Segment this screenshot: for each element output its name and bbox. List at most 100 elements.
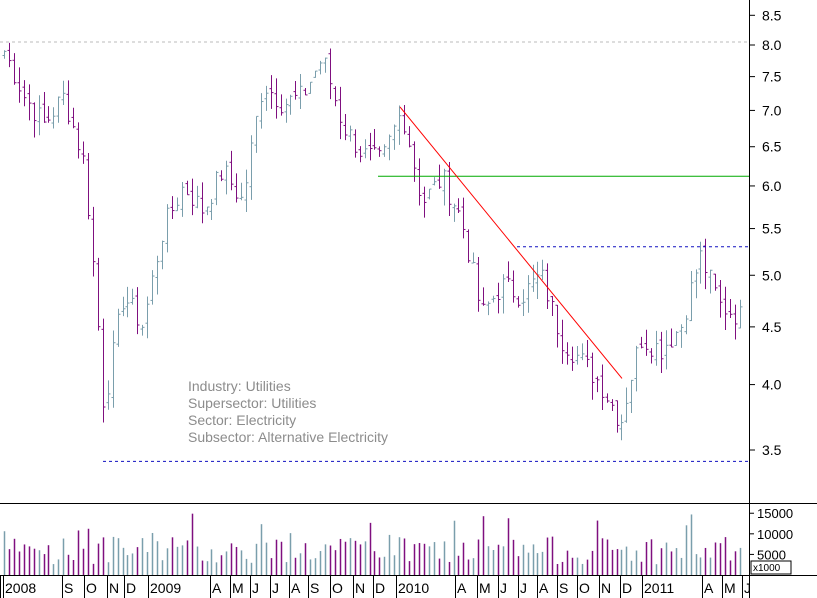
ohlc-bar — [501, 274, 506, 314]
x-tick-label: 2009 — [150, 580, 181, 596]
ohlc-bar — [264, 85, 269, 111]
ohlc-bar — [590, 352, 595, 400]
ohlc-bar — [135, 287, 140, 335]
ohlc-bar — [516, 296, 521, 308]
y-tick-label: 5.0 — [762, 267, 782, 283]
ohlc-bar — [521, 289, 526, 317]
ohlc-bar — [610, 399, 615, 411]
ohlc-bar — [111, 330, 116, 408]
x-tick-label: 2011 — [644, 580, 674, 596]
ohlc-bar — [511, 270, 516, 303]
ohlc-bar — [323, 57, 328, 73]
ohlc-bar — [723, 286, 728, 330]
ohlc-bar — [531, 264, 536, 292]
ohlc-bar — [91, 206, 96, 277]
ohlc-bar — [140, 324, 145, 336]
ohlc-bar — [32, 102, 37, 138]
ohlc-bar — [81, 141, 86, 164]
ohlc-bar — [46, 106, 51, 123]
ohlc-bar — [461, 197, 466, 239]
ohlc-bar — [66, 80, 71, 125]
ohlc-bar — [397, 105, 402, 145]
x-tick-label: D — [126, 580, 136, 596]
ohlc-bar — [412, 141, 417, 182]
ohlc-bar — [96, 257, 101, 331]
ohlc-bar — [644, 329, 649, 356]
ohlc-bar — [313, 70, 318, 78]
ohlc-bar — [674, 331, 679, 346]
ohlc-bar — [229, 150, 234, 191]
x-tick-label: S — [559, 580, 568, 596]
ohlc-bar — [219, 170, 224, 182]
ohlc-bar — [634, 345, 639, 392]
ohlc-bar — [595, 376, 600, 393]
ohlc-bar — [145, 296, 150, 339]
ohlc-bar — [456, 198, 461, 213]
ohlc-bar — [214, 170, 219, 206]
x-tick-label: 2008 — [5, 580, 36, 596]
ohlc-bar — [694, 269, 699, 299]
info-line: Subsector: Alternative Electricity — [188, 429, 388, 445]
ohlc-bar — [392, 124, 397, 150]
volume-unit-box — [750, 560, 792, 575]
ohlc-bar — [56, 96, 61, 123]
ohlc-bar — [37, 95, 42, 136]
x-tick-label: M — [724, 580, 736, 596]
ohlc-bar — [402, 104, 407, 135]
downtrend-line — [399, 106, 623, 379]
ohlc-bar — [417, 158, 422, 206]
ohlc-bar — [224, 160, 229, 195]
ohlc-bar — [447, 162, 452, 217]
ohlc-bar — [125, 286, 130, 318]
ohlc-bar — [718, 279, 723, 318]
ohlc-bar — [353, 129, 358, 158]
x-tick-label: A — [212, 580, 222, 596]
ohlc-bar — [308, 81, 313, 94]
volume-tick-label: 15000 — [757, 506, 793, 521]
ohlc-bar — [481, 287, 486, 306]
x-tick-label: A — [457, 580, 467, 596]
ohlc-bar — [535, 261, 540, 299]
ohlc-bar — [639, 336, 644, 349]
ohlc-bar — [22, 80, 27, 107]
y-tick-label: 4.0 — [762, 377, 782, 393]
ohlc-bar — [372, 128, 377, 150]
ohlc-bar — [51, 107, 56, 129]
x-tick-label: D — [375, 580, 385, 596]
ohlc-bar — [249, 135, 254, 200]
ohlc-bar — [679, 324, 684, 348]
x-tick-label: D — [622, 580, 632, 596]
ohlc-bar — [239, 182, 244, 201]
ohlc-bar — [348, 125, 353, 142]
x-tick-label: J — [272, 580, 279, 596]
x-tick-label: S — [64, 580, 73, 596]
y-tick-label: 4.5 — [762, 319, 782, 335]
ohlc-bar — [649, 348, 654, 364]
ohlc-bar — [368, 132, 373, 161]
info-line: Supersector: Utilities — [188, 395, 316, 411]
y-tick-label: 3.5 — [762, 442, 782, 458]
ohlc-bar — [442, 168, 447, 206]
ohlc-bar — [130, 288, 135, 305]
ohlc-bar — [570, 346, 575, 371]
ohlc-bar — [377, 146, 382, 157]
ohlc-bar — [664, 330, 669, 370]
ohlc-bar — [27, 84, 32, 121]
ohlc-bar — [689, 270, 694, 322]
ohlc-bar — [605, 393, 610, 403]
x-tick-label: O — [86, 580, 97, 596]
y-tick-label: 6.0 — [762, 178, 782, 194]
x-tick-label: J — [744, 580, 751, 596]
ohlc-bar — [101, 318, 106, 423]
x-tick-label: J — [500, 580, 507, 596]
ohlc-bar — [42, 91, 47, 123]
volume-tick-label: 10000 — [757, 527, 793, 542]
x-tick-label: A — [704, 580, 714, 596]
ohlc-bar — [427, 188, 432, 200]
ohlc-bar — [624, 387, 629, 423]
ohlc-bar — [234, 173, 239, 203]
ohlc-bar — [471, 252, 476, 264]
ohlc-bar — [466, 229, 471, 263]
ohlc-bar — [288, 94, 293, 115]
ohlc-bar — [12, 53, 17, 85]
